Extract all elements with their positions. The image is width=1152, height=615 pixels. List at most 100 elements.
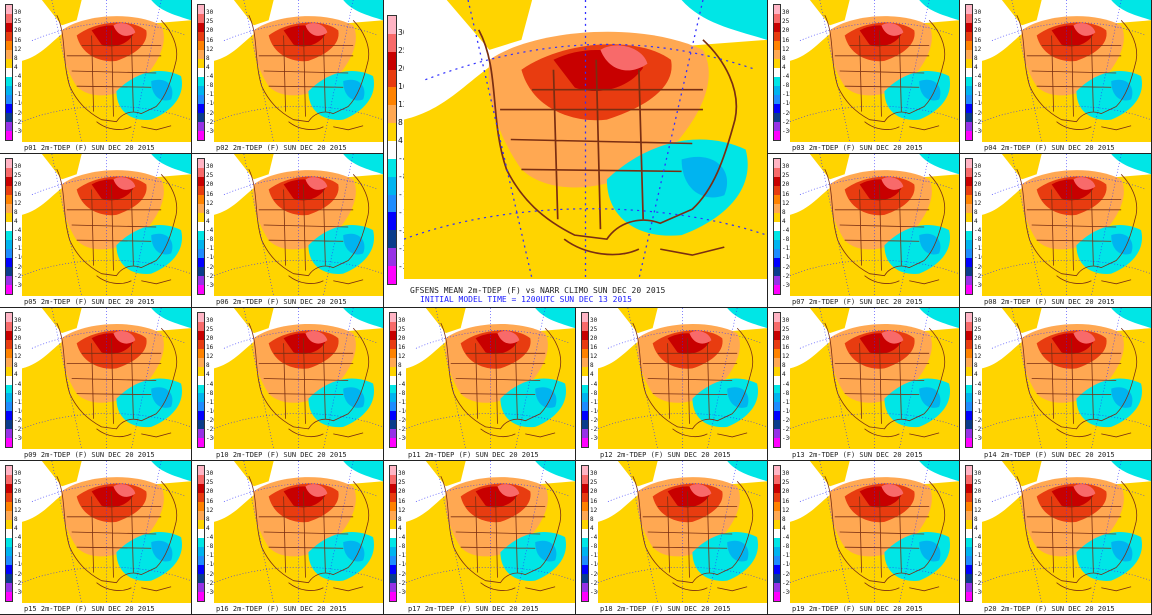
colorbar-segment — [966, 592, 972, 601]
colorbar-segment — [388, 69, 396, 88]
colorbar-segment — [198, 131, 204, 140]
colorbar-segment — [966, 321, 972, 331]
colorbar-segment — [582, 429, 588, 439]
colorbar-label: 4 — [14, 371, 18, 379]
colorbar-segment — [6, 258, 12, 267]
colorbar-segment — [198, 529, 204, 538]
colorbar-segment — [6, 240, 12, 249]
colorbar-segment — [966, 41, 972, 50]
colorbar-segment — [6, 547, 12, 556]
member-caption: p12 2m-TDEP (F) SUN DEC 20 2015 — [600, 451, 731, 459]
colorbar — [389, 312, 397, 448]
colorbar-label: -30 — [398, 588, 409, 596]
member-panel: 30 25 20 16 12 8 4 -4 -8 -12 -16 -20 -25 -30 p15 2m-T… — [0, 461, 192, 615]
colorbar-label: -25 — [206, 118, 217, 126]
colorbar-segment — [966, 484, 972, 493]
colorbar-label: -12 — [206, 398, 217, 406]
colorbar-label: -4 — [590, 380, 598, 388]
colorbar-label: 30 — [398, 28, 408, 37]
colorbar-label: 4 — [206, 217, 210, 225]
colorbar-segment — [198, 484, 204, 493]
colorbar-label: -20 — [206, 570, 217, 578]
colorbar-label: -16 — [974, 254, 985, 262]
colorbar-label: 16 — [14, 344, 22, 352]
colorbar-segment — [774, 59, 780, 68]
colorbar-label: 20 — [782, 27, 790, 35]
colorbar-label: 4 — [782, 63, 786, 71]
colorbar-label: -25 — [782, 118, 793, 126]
colorbar-segment — [774, 285, 780, 294]
colorbar-label: -16 — [206, 254, 217, 262]
colorbar-label: 4 — [974, 217, 978, 225]
member-caption: p06 2m-TDEP (F) SUN DEC 20 2015 — [216, 298, 347, 306]
colorbar-label: 20 — [782, 181, 790, 189]
colorbar-segment — [966, 330, 972, 340]
member-panel: 30 25 20 16 12 8 4 -4 -8 -12 -16 -20 -25 -30 p05 2m-T… — [0, 154, 192, 308]
colorbar-segment — [6, 348, 12, 358]
colorbar-label: -25 — [14, 425, 25, 433]
colorbar-label: -12 — [974, 91, 985, 99]
colorbar-label: 16 — [782, 36, 790, 44]
colorbar-segment — [966, 122, 972, 131]
colorbar-segment — [582, 393, 588, 403]
colorbar-label: 16 — [974, 344, 982, 352]
colorbar-label: 8 — [782, 362, 786, 370]
colorbar-label: -8 — [782, 389, 790, 397]
colorbar-label: 8 — [590, 362, 594, 370]
colorbar-segment — [6, 104, 12, 113]
colorbar — [5, 4, 13, 141]
colorbar-segment — [966, 565, 972, 574]
colorbar-label: 12 — [590, 506, 598, 514]
colorbar-label: 25 — [782, 479, 790, 487]
colorbar-segment — [390, 384, 396, 394]
colorbar-segment — [390, 348, 396, 358]
colorbar-label: 25 — [974, 479, 982, 487]
colorbar-segment — [966, 95, 972, 104]
colorbar-segment — [198, 186, 204, 195]
colorbar-label: 12 — [590, 353, 598, 361]
colorbar-label: 4 — [14, 524, 18, 532]
member-caption: p19 2m-TDEP (F) SUN DEC 20 2015 — [792, 605, 923, 613]
colorbar-segment — [6, 77, 12, 86]
colorbar-label: -30 — [974, 127, 985, 135]
colorbar-label: 12 — [782, 353, 790, 361]
colorbar-segment — [582, 538, 588, 547]
colorbar-segment — [198, 177, 204, 186]
colorbar-segment — [582, 556, 588, 565]
colorbar-segment — [774, 249, 780, 258]
colorbar-label: -16 — [590, 407, 601, 415]
colorbar — [581, 312, 589, 448]
colorbar-label: -12 — [974, 398, 985, 406]
colorbar-label: 16 — [398, 344, 406, 352]
colorbar-label: -25 — [782, 579, 793, 587]
colorbar-segment — [774, 330, 780, 340]
colorbar-label: 12 — [14, 353, 22, 361]
colorbar-label: 25 — [14, 326, 22, 334]
colorbar-segment — [6, 285, 12, 294]
colorbar-label: 25 — [206, 18, 214, 26]
colorbar-segment — [198, 32, 204, 41]
colorbar-label: 16 — [206, 497, 214, 505]
colorbar-segment — [390, 393, 396, 403]
colorbar-label: -25 — [14, 272, 25, 280]
colorbar-label: 4 — [206, 63, 210, 71]
member-caption: p20 2m-TDEP (F) SUN DEC 20 2015 — [984, 605, 1115, 613]
colorbar-segment — [966, 348, 972, 358]
colorbar-segment — [774, 475, 780, 484]
colorbar-label: 20 — [398, 64, 408, 73]
colorbar — [387, 15, 397, 285]
colorbar-segment — [6, 5, 12, 14]
colorbar-label: 8 — [14, 54, 18, 62]
colorbar-label: 12 — [974, 353, 982, 361]
colorbar-segment — [6, 195, 12, 204]
colorbar-segment — [966, 529, 972, 538]
member-caption: p18 2m-TDEP (F) SUN DEC 20 2015 — [600, 605, 731, 613]
colorbar-label: -4 — [974, 73, 982, 81]
colorbar-label: 25 — [974, 172, 982, 180]
colorbar-segment — [966, 23, 972, 32]
colorbar-segment — [774, 384, 780, 394]
